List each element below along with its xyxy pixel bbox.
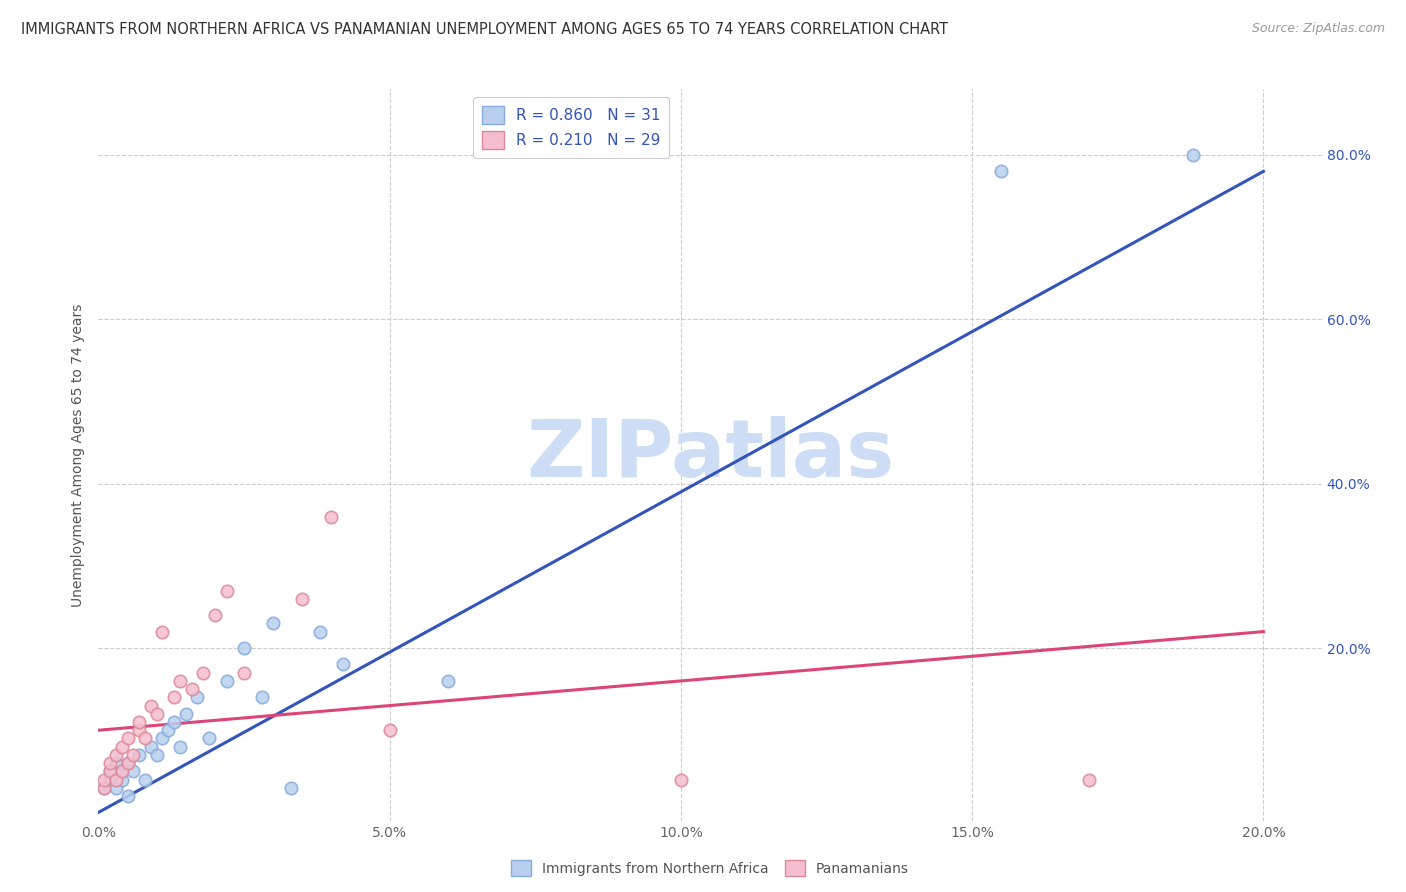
Y-axis label: Unemployment Among Ages 65 to 74 years: Unemployment Among Ages 65 to 74 years: [72, 303, 86, 607]
Point: [134, 772, 156, 787]
Point: [93, 772, 115, 787]
Text: ZIPatlas: ZIPatlas: [526, 416, 894, 494]
Point: [437, 673, 460, 688]
Point: [152, 731, 174, 746]
Point: [139, 739, 162, 754]
Point: [98, 764, 121, 779]
Point: [186, 690, 208, 705]
Point: [128, 723, 150, 738]
Legend: Immigrants from Northern Africa, Panamanians: Immigrants from Northern Africa, Panaman…: [505, 854, 915, 883]
Point: [233, 641, 256, 656]
Point: [145, 706, 167, 721]
Point: [98, 756, 121, 771]
Point: [198, 731, 221, 746]
Point: [93, 780, 115, 795]
Point: [117, 756, 139, 771]
Point: [321, 509, 343, 524]
Point: [139, 698, 162, 713]
Point: [104, 747, 127, 762]
Point: [163, 714, 186, 729]
Point: [111, 739, 134, 754]
Point: [128, 714, 150, 729]
Point: [122, 764, 145, 779]
Point: [215, 583, 238, 598]
Point: [180, 682, 202, 697]
Point: [163, 690, 186, 705]
Point: [98, 764, 121, 779]
Point: [104, 772, 127, 787]
Point: [215, 673, 238, 688]
Point: [104, 780, 127, 795]
Point: [117, 731, 139, 746]
Point: [111, 772, 134, 787]
Point: [157, 723, 180, 738]
Point: [152, 624, 174, 639]
Point: [1077, 772, 1099, 787]
Point: [193, 665, 215, 680]
Point: [169, 673, 191, 688]
Point: [169, 739, 191, 754]
Point: [204, 608, 226, 623]
Point: [308, 624, 330, 639]
Point: [117, 756, 139, 771]
Point: [669, 772, 692, 787]
Point: [233, 665, 256, 680]
Point: [1182, 148, 1205, 162]
Point: [378, 723, 401, 738]
Point: [250, 690, 273, 705]
Point: [174, 706, 197, 721]
Point: [990, 164, 1012, 178]
Point: [280, 780, 302, 795]
Point: [93, 780, 115, 795]
Point: [262, 616, 284, 631]
Point: [134, 731, 156, 746]
Point: [145, 747, 167, 762]
Point: [98, 772, 121, 787]
Point: [291, 591, 314, 606]
Point: [122, 747, 145, 762]
Point: [111, 764, 134, 779]
Point: [104, 756, 127, 771]
Point: [117, 789, 139, 803]
Text: Source: ZipAtlas.com: Source: ZipAtlas.com: [1251, 22, 1385, 36]
Point: [111, 764, 134, 779]
Point: [128, 747, 150, 762]
Point: [332, 657, 354, 672]
Text: IMMIGRANTS FROM NORTHERN AFRICA VS PANAMANIAN UNEMPLOYMENT AMONG AGES 65 TO 74 Y: IMMIGRANTS FROM NORTHERN AFRICA VS PANAM…: [21, 22, 948, 37]
